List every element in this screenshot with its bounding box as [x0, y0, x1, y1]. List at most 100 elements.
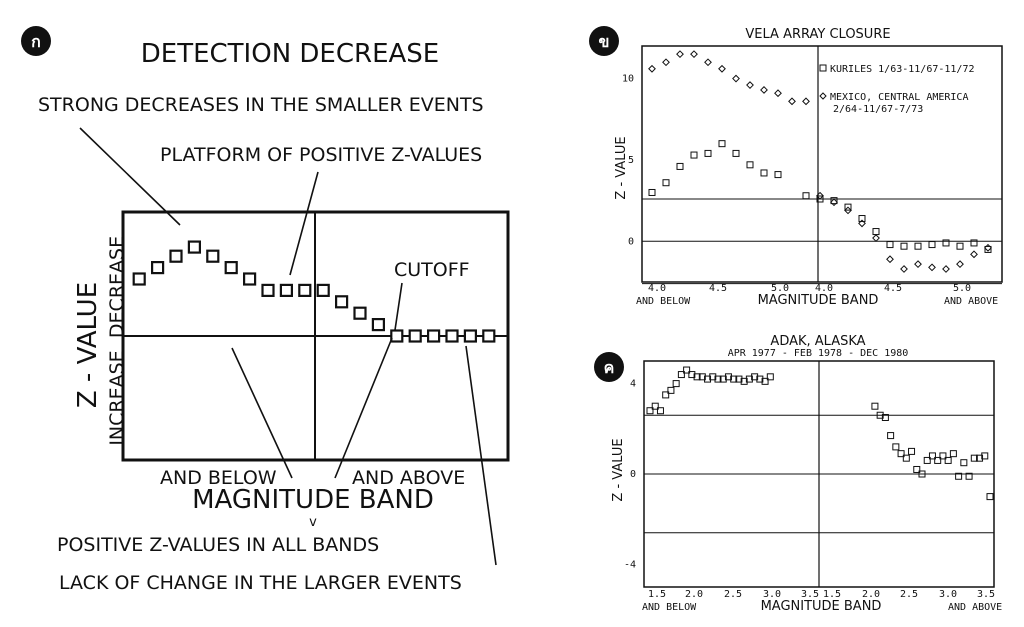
- panel-a-point: [463, 329, 477, 343]
- panel-c-y-tick-label: 0: [630, 469, 636, 480]
- annotation-positive-z: POSITIVE Z-VALUES IN ALL BANDS: [57, 534, 379, 556]
- panel-c-point: [871, 402, 879, 410]
- panel-c-point: [908, 447, 916, 455]
- badge-b: ข: [599, 32, 610, 51]
- panel-c-point: [740, 377, 748, 385]
- panel-b-x-tick-label: 5.0: [771, 283, 789, 294]
- panel-b-point-kuriles: [676, 162, 684, 170]
- panel-c-xlabel: MAGNITUDE BAND: [761, 599, 882, 614]
- panel-a-and-above: AND ABOVE: [352, 467, 465, 489]
- panel-a-point: [151, 261, 165, 275]
- panel-c-point: [934, 456, 942, 464]
- annotation-lack-of-change: LACK OF CHANGE IN THE LARGER EVENTS: [59, 572, 462, 594]
- panel-a-title: DETECTION DECREASE: [141, 39, 439, 69]
- panel-c-point: [887, 432, 895, 440]
- panel-b-point-mexico: [746, 81, 754, 89]
- panel-a-point: [169, 249, 183, 263]
- panel-a-xlabel: MAGNITUDE BAND: [192, 485, 434, 515]
- panel-c-x-tick-label: 1.5: [648, 589, 666, 600]
- annotation-platform: PLATFORM OF POSITIVE Z-VALUES: [160, 144, 482, 166]
- panel-a-point: [132, 272, 146, 286]
- panel-b-point-mexico: [788, 97, 796, 106]
- panel-b-point-kuriles: [760, 169, 768, 177]
- panel-b-point-mexico: [676, 50, 684, 59]
- panel-b-y-tick-label: 0: [628, 236, 634, 247]
- panel-b-point-kuriles: [816, 195, 824, 203]
- panel-b-point-kuriles: [956, 242, 964, 250]
- panel-c-point: [955, 472, 963, 480]
- panel-a: ก DETECTION DECREASE STRONG DECREASES IN…: [21, 26, 510, 594]
- panel-b-point-mexico: [858, 219, 866, 228]
- panel-b-point-kuriles: [774, 171, 782, 179]
- panel-a-point: [482, 329, 496, 343]
- panel-a-ylabel-down-group: INCREASE: [106, 350, 128, 445]
- panel-c-point: [918, 470, 926, 478]
- panel-c-x-tick-label: 2.5: [900, 589, 918, 600]
- panel-c-point: [656, 407, 664, 415]
- panel-c-point: [646, 407, 654, 415]
- panel-a-ylabel-increase: INCREASE: [106, 350, 128, 445]
- panel-c-point: [949, 450, 957, 458]
- panel-b-point-kuriles: [662, 179, 670, 187]
- panel-b-point-mexico: [900, 265, 908, 273]
- panel-b-point-mexico: [928, 263, 936, 272]
- panel-b-point-mexico: [844, 206, 852, 215]
- panel-c-x-tick-label: 3.0: [763, 589, 781, 600]
- panel-c-point: [976, 454, 984, 462]
- panel-b-point-kuriles: [886, 241, 894, 249]
- panel-c-point: [892, 443, 900, 451]
- legend-mexico-line1: MEXICO, CENTRAL AMERICA: [830, 92, 968, 103]
- panel-a-point: [224, 261, 238, 275]
- panel-c-point: [913, 465, 921, 473]
- panel-b-point-mexico: [774, 89, 782, 98]
- panel-c-point: [662, 391, 670, 399]
- panel-b-point-kuriles: [746, 161, 754, 169]
- panel-c-point: [709, 373, 717, 381]
- panel-a-point: [187, 240, 201, 254]
- panel-b-x-tick-label: 4.0: [648, 283, 666, 294]
- panel-b-title: VELA ARRAY CLOSURE: [745, 27, 890, 42]
- panel-c-x-tick-label: 1.5: [823, 589, 841, 600]
- panel-c-x-tick-label: 2.0: [685, 589, 703, 600]
- panel-c-point: [677, 371, 685, 379]
- panel-c-point: [693, 373, 701, 381]
- panel-b-points: [648, 50, 992, 273]
- panel-b-point-mexico: [690, 50, 698, 59]
- panel-b-point-kuriles: [732, 149, 740, 157]
- leader-strong: [79, 127, 181, 226]
- panel-b-frame: [641, 45, 1003, 283]
- panel-a-point: [353, 306, 367, 320]
- panel-c-point: [672, 380, 680, 388]
- panel-b-and-below: AND BELOW: [636, 296, 691, 307]
- panel-c-point: [881, 414, 889, 421]
- panel-b-x-tick-label: 5.0: [953, 283, 971, 294]
- annotation-cutoff: CUTOFF: [394, 259, 470, 281]
- panel-c-point: [981, 452, 989, 460]
- panel-c-x-tick-label: 3.5: [977, 589, 995, 600]
- leader-platform: [289, 171, 319, 276]
- panel-a-point: [335, 295, 349, 309]
- panel-b-point-kuriles: [802, 192, 810, 200]
- panel-a-point: [316, 283, 330, 297]
- panel-c-ylabel-group: Z - VALUE: [611, 438, 626, 501]
- panel-a-ylabel-group: Z - VALUE: [73, 282, 103, 408]
- panel-b-point-kuriles: [830, 197, 838, 205]
- panel-c-point: [960, 459, 968, 467]
- legend-kuriles-marker: [819, 64, 827, 72]
- panel-b-point-kuriles: [858, 215, 866, 223]
- panel-c-point: [876, 411, 884, 419]
- panel-c-point: [683, 366, 691, 374]
- panel-b-point-mexico: [662, 58, 670, 67]
- panel-b-and-above: AND ABOVE: [944, 296, 998, 307]
- leader-lack: [465, 345, 497, 566]
- panel-b-reference-lines: [642, 198, 1002, 285]
- panel-b-point-mexico: [718, 64, 726, 73]
- panel-b-point-kuriles: [648, 188, 656, 196]
- panel-b-point-mexico: [942, 265, 950, 273]
- panel-b-point-kuriles: [900, 242, 908, 250]
- panel-c-point: [719, 375, 727, 383]
- panel-c-and-below: AND BELOW: [642, 602, 697, 613]
- panel-a-x-mark: v: [309, 515, 317, 530]
